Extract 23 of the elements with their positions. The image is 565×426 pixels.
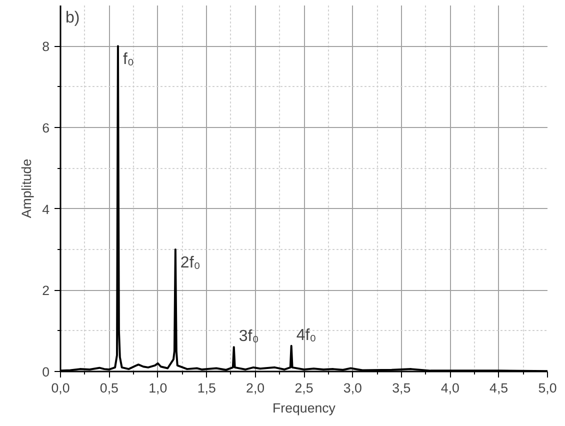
x-tick-label: 5,0 bbox=[538, 380, 557, 396]
y-tick-label: 4 bbox=[42, 202, 50, 217]
annotation: 2f₀ bbox=[180, 254, 200, 272]
x-axis-title: Frequency bbox=[272, 400, 336, 416]
x-tick-label: 4,0 bbox=[440, 380, 460, 396]
y-tick-label: 8 bbox=[42, 39, 50, 54]
x-tick-label: 1,0 bbox=[148, 380, 168, 396]
x-tick-label: 1,5 bbox=[197, 380, 216, 396]
x-tick-label: 2,5 bbox=[294, 380, 314, 396]
y-axis-title: Amplitude bbox=[19, 158, 34, 218]
x-tick-label: 4,5 bbox=[490, 380, 508, 396]
y-tick-label: 2 bbox=[42, 283, 50, 298]
x-tick-label: 0,5 bbox=[100, 380, 118, 396]
x-tick-label: 2,0 bbox=[246, 380, 265, 396]
annotation: 3f₀ bbox=[238, 328, 259, 346]
x-tick-label: 0,0 bbox=[51, 380, 70, 396]
annotation: f₀ bbox=[122, 51, 134, 68]
x-tick-label: 3,0 bbox=[343, 380, 362, 396]
chart-title: b) bbox=[66, 10, 80, 26]
y-tick-label: 0 bbox=[42, 364, 50, 380]
x-tick-label: 3,5 bbox=[392, 380, 411, 396]
y-tick-label: 6 bbox=[42, 120, 50, 136]
annotation: 4f₀ bbox=[296, 326, 316, 344]
